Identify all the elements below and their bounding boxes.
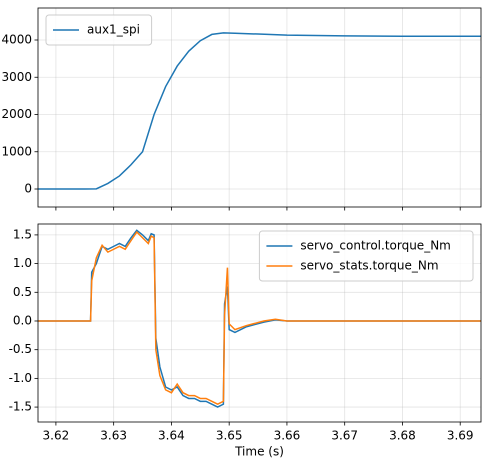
legend-label: servo_control.torque_Nm (300, 239, 450, 253)
x-tick-label: 3.64 (158, 429, 185, 443)
y-tick-label: 1.5 (13, 227, 32, 241)
series-line (38, 229, 481, 408)
y-tick-label: 1.0 (13, 256, 32, 270)
y-tick-label: 2000 (1, 107, 32, 121)
series-line (38, 32, 481, 190)
x-tick-label: 3.62 (43, 429, 70, 443)
y-tick-label: 1000 (1, 144, 32, 158)
x-axis-label: Time (s) (234, 445, 284, 459)
y-tick-label: -1.5 (9, 400, 32, 414)
x-tick-label: 3.65 (216, 429, 243, 443)
y-tick-label: 3000 (1, 70, 32, 84)
y-tick-label: -0.5 (9, 342, 32, 356)
y-tick-label: 4000 (1, 32, 32, 46)
axes-frame (37, 223, 482, 423)
y-tick-label: 0.5 (13, 285, 32, 299)
y-tick-label: 0.0 (13, 313, 32, 327)
legend-box (45, 14, 153, 46)
legend-label: servo_stats.torque_Nm (300, 259, 438, 273)
x-tick-label: 3.63 (100, 429, 127, 443)
x-tick-label: 3.69 (447, 429, 474, 443)
x-tick-label: 3.66 (274, 429, 301, 443)
series-line (38, 230, 481, 406)
axes-frame (37, 7, 482, 208)
x-tick-label: 3.67 (331, 429, 358, 443)
legend-label: aux1_spi (87, 23, 140, 37)
x-tick-label: 3.68 (389, 429, 416, 443)
y-tick-label: -1.0 (9, 371, 32, 385)
y-tick-label: 0 (24, 182, 32, 196)
legend-box (258, 230, 474, 282)
